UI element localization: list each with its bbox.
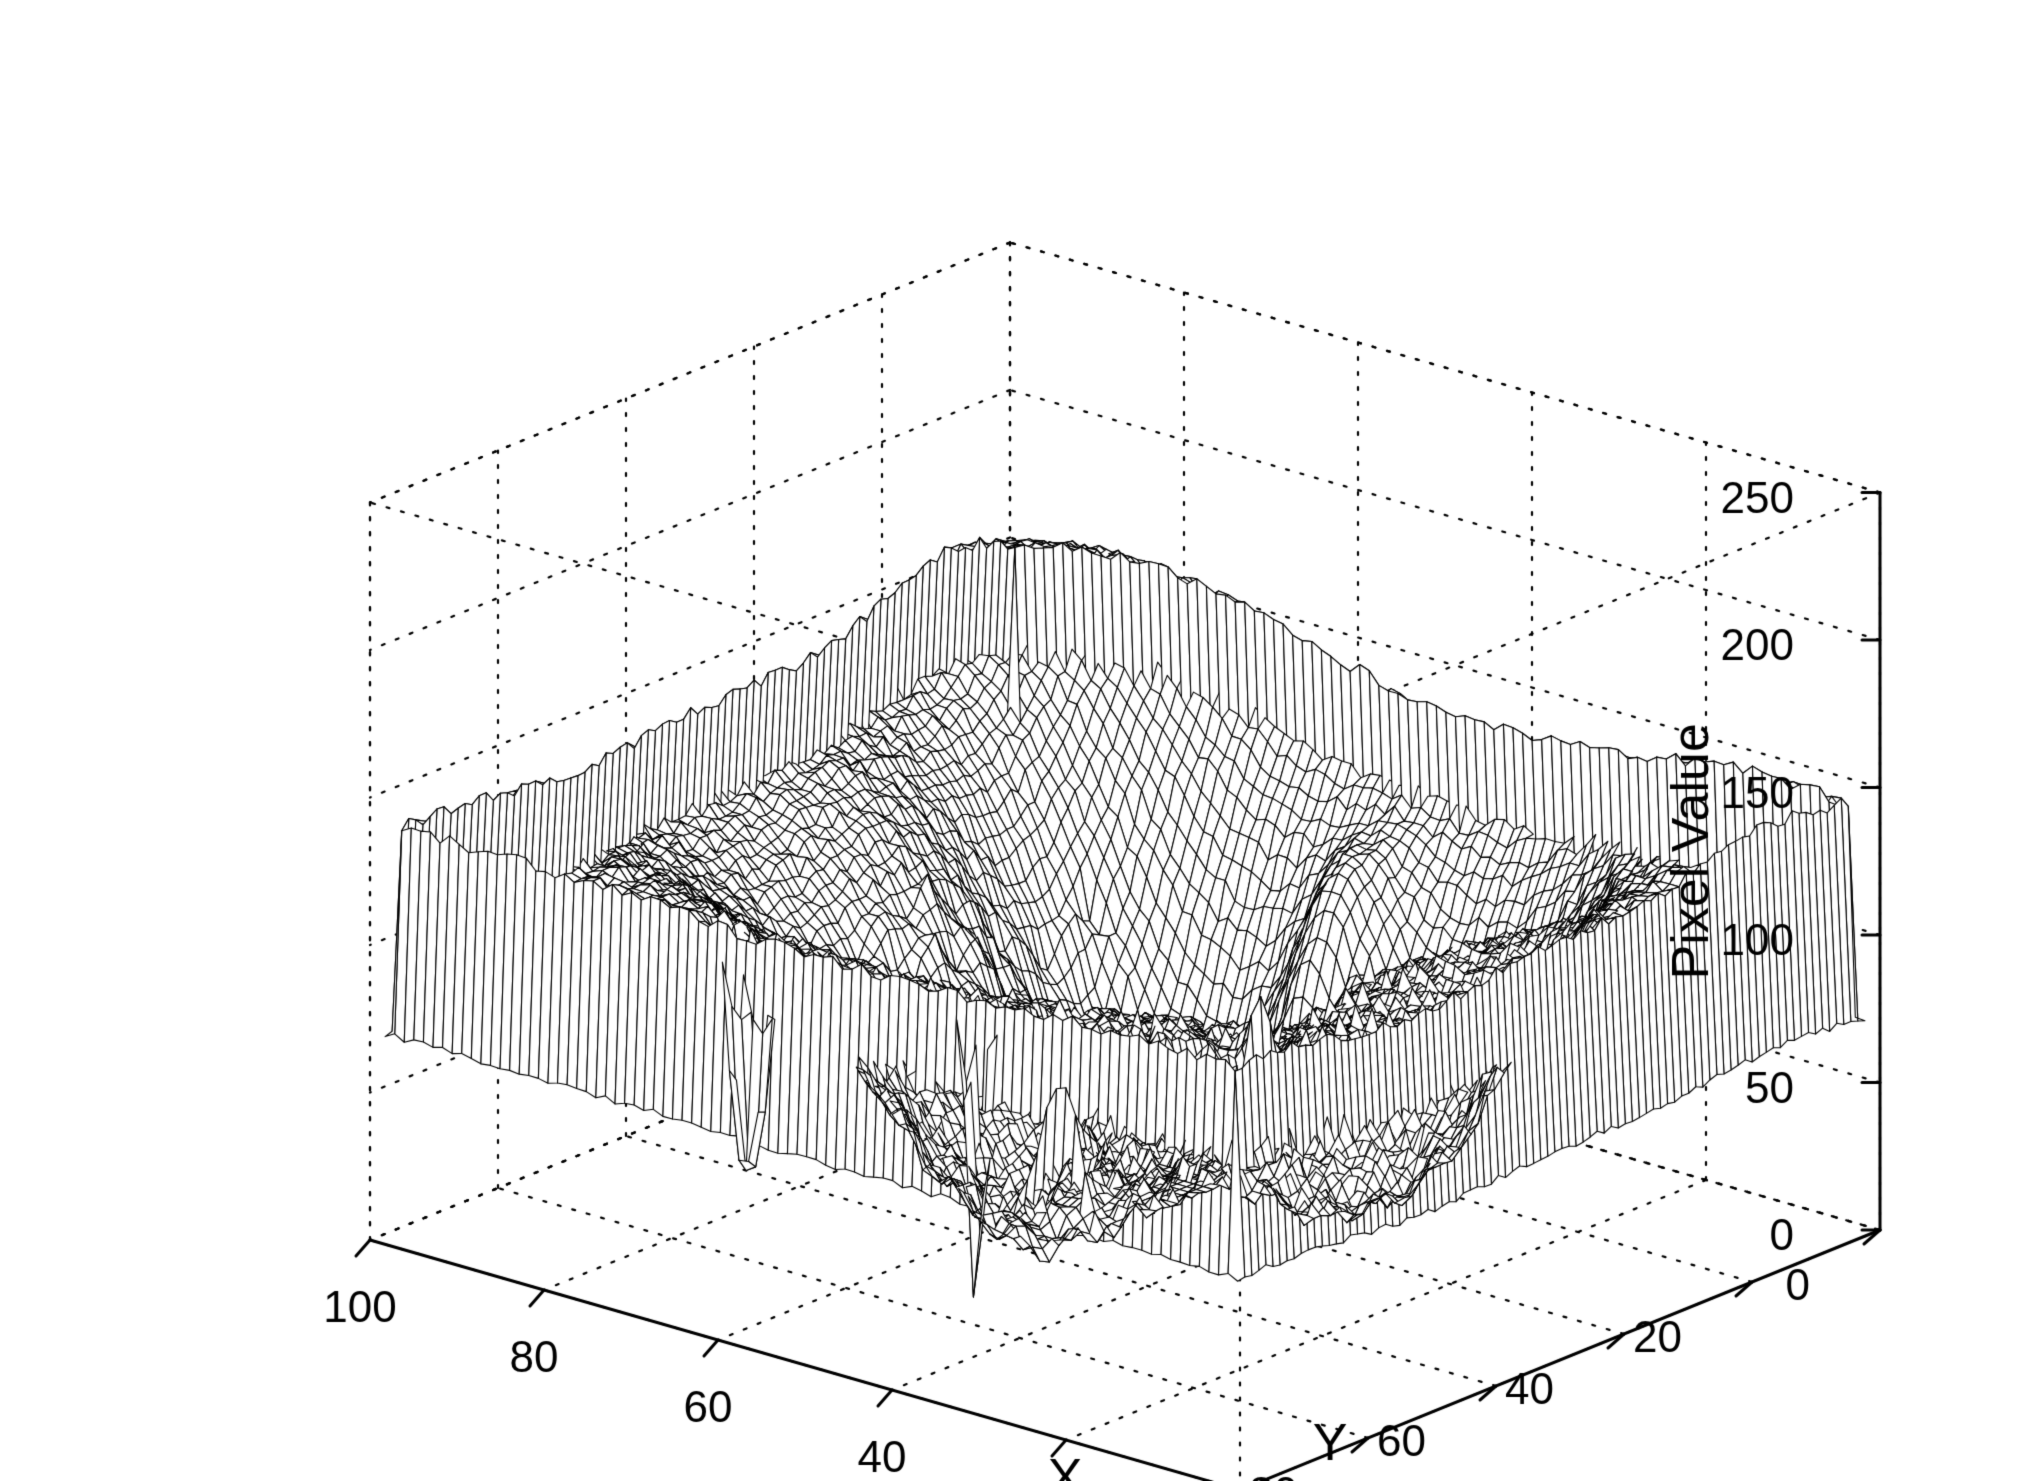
surface-plot-canvas [0,0,2038,1481]
surface-plot-container [0,0,2038,1481]
